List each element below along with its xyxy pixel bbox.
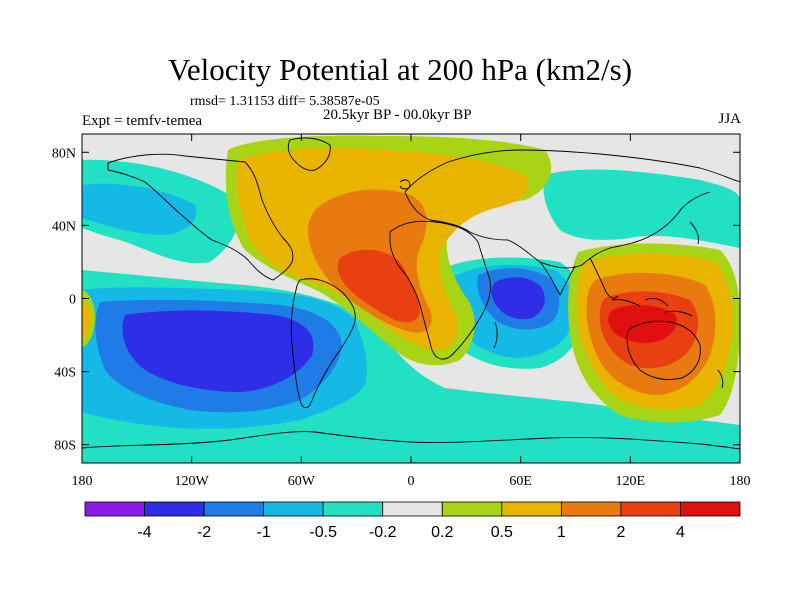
colorbar-swatch <box>441 501 503 517</box>
coastline-africa <box>389 220 491 360</box>
colorbar-swatch <box>203 501 265 517</box>
coastline-greenland <box>287 137 331 171</box>
latitude-ticks: 80N 40N 0 40S 80S <box>52 146 740 454</box>
colorbar-swatch <box>501 501 562 517</box>
lon-tick-label: 120W <box>175 474 210 489</box>
colorbar-swatch <box>620 501 681 517</box>
colorbar-swatch <box>84 501 145 517</box>
lat-tick-label: 80N <box>52 146 76 161</box>
coastline-south-america <box>290 278 356 409</box>
colorbar-swatch <box>263 501 324 517</box>
colorbar-swatch <box>382 501 443 517</box>
contour-fill-gold-west-edge <box>82 300 92 339</box>
colorbar-label: -4 <box>137 524 151 541</box>
contour-fill-red-maritime-continent <box>608 305 677 343</box>
lon-tick-label: 120E <box>616 474 646 489</box>
period-label: 20.5kyr BP - 00.0kyr BP <box>323 107 472 123</box>
lon-tick-label: 0 <box>408 474 415 489</box>
colorbar-swatch <box>144 501 205 517</box>
contour-fill-redorange-atlantic <box>337 249 420 323</box>
coastline-japan <box>689 221 699 245</box>
lat-tick-label: 40S <box>54 366 76 381</box>
contour-fill-darkblue-south-pacific <box>122 310 314 392</box>
coastline-australia <box>626 320 701 381</box>
coastline-indochina <box>589 257 619 299</box>
stats-subtitle: rmsd= 1.31153 diff= 5.38587e-05 <box>190 94 380 109</box>
longitude-ticks: 180 120W 60W 0 60E 120E 180 <box>72 134 751 489</box>
colorbar: -4 -2 -1 -0.5 -0.2 0.2 0.5 1 2 4 <box>84 501 741 541</box>
colorbar-swatch <box>322 501 384 517</box>
lon-tick-label: 180 <box>730 474 751 489</box>
coastline-new-zealand <box>717 369 724 389</box>
colorbar-label: -1 <box>257 524 271 541</box>
contour-fill-teal-central-asia <box>543 169 740 248</box>
map-panel <box>82 134 740 463</box>
colorbar-label: -0.5 <box>309 524 337 541</box>
plot-title: Velocity Potential at 200 hPa (km2/s) <box>167 52 633 87</box>
coastline-madagascar <box>493 321 498 349</box>
colorbar-label: -2 <box>197 524 211 541</box>
lon-tick-label: 60W <box>288 474 316 489</box>
lat-tick-label: 40N <box>52 219 76 234</box>
coastline-indonesia <box>611 297 693 317</box>
colorbar-label: 0.5 <box>491 524 513 541</box>
colorbar-label: 1 <box>557 524 566 541</box>
colorbar-swatch <box>560 501 622 517</box>
colorbar-label: -0.2 <box>369 524 397 541</box>
colorbar-label: 4 <box>676 524 685 541</box>
coastline-antarctica <box>82 431 740 450</box>
colorbar-label: 2 <box>616 524 625 541</box>
lon-tick-label: 180 <box>72 474 93 489</box>
coastline-india <box>539 261 576 296</box>
coastline-british-isles <box>399 179 411 190</box>
lat-tick-label: 80S <box>54 439 76 454</box>
colorbar-swatch <box>680 501 741 517</box>
coastline-europe-asia <box>404 149 740 269</box>
lon-tick-label: 60E <box>509 474 532 489</box>
contour-fill-darkblue-arabian-sea <box>491 277 545 320</box>
colorbar-label: 0.2 <box>431 524 453 541</box>
contour-fill-lightblue-north-pacific <box>82 183 197 235</box>
coastlines <box>82 137 740 450</box>
season-label: JJA <box>718 111 741 127</box>
coastline-north-america <box>107 153 294 281</box>
experiment-label: Expt = temfv-temea <box>82 113 203 129</box>
lat-tick-label: 0 <box>69 293 76 308</box>
